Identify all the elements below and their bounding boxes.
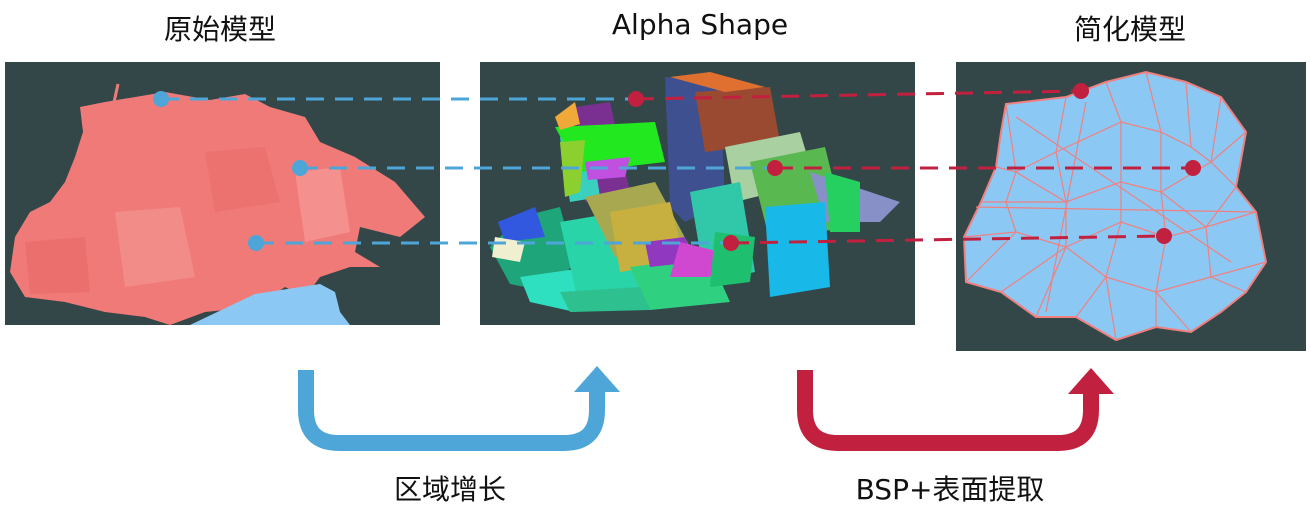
simplified-model-panel bbox=[956, 62, 1306, 351]
alpha-shape-panel bbox=[480, 62, 915, 325]
alpha-shape-image bbox=[490, 72, 900, 312]
step-bsp-surface-extraction: BSP+表面提取 bbox=[855, 473, 1045, 506]
simplified-model-image bbox=[962, 70, 1268, 342]
red-process-arrow bbox=[797, 370, 1099, 451]
original-model-image bbox=[10, 83, 425, 325]
red-arrow-head bbox=[1068, 368, 1114, 394]
step-region-growing: 区域增长 bbox=[393, 473, 506, 506]
blue-arrow-head bbox=[574, 366, 620, 392]
title-original-model: 原始模型 bbox=[163, 13, 276, 46]
blue-process-arrow bbox=[298, 370, 605, 451]
title-alpha-shape: Alpha Shape bbox=[611, 8, 789, 41]
original-model-panel bbox=[5, 62, 440, 325]
title-simplified-model: 简化模型 bbox=[1073, 13, 1186, 46]
